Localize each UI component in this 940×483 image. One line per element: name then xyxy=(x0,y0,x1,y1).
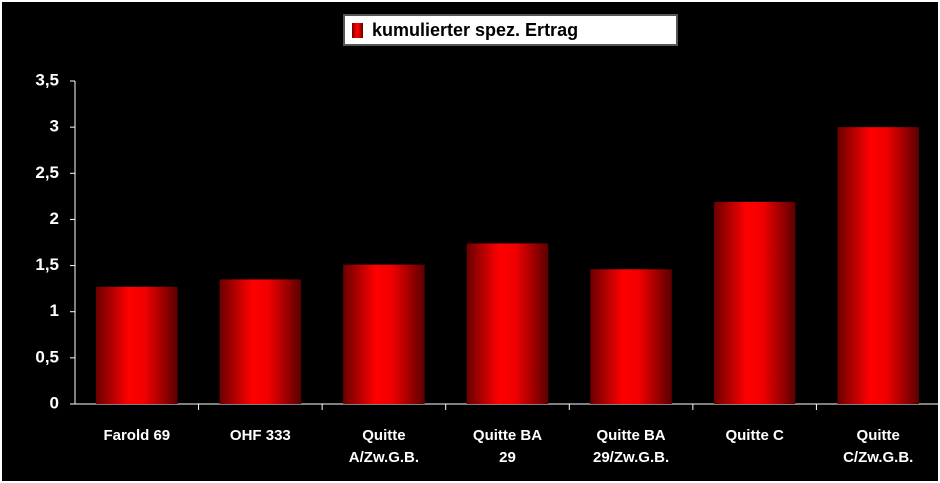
bar xyxy=(713,201,796,404)
x-tick-label: Quitte C xyxy=(725,427,784,444)
x-tick-label: Quitte BA 29 xyxy=(472,427,543,466)
y-tick-label: 2 xyxy=(50,209,59,228)
legend-swatch xyxy=(352,23,363,38)
x-tick-label: Farold 69 xyxy=(103,427,171,444)
y-tick-label: 1,5 xyxy=(35,255,59,274)
bar xyxy=(343,264,425,404)
x-tick-label: Quitte BA 29/Zw.G.B. xyxy=(592,427,670,466)
bar xyxy=(466,243,549,404)
y-tick-label: 2,5 xyxy=(35,163,59,182)
bar xyxy=(837,127,919,405)
y-tick-label: 1 xyxy=(50,301,59,320)
x-tick-label: Quitte A/Zw.G.B. xyxy=(348,427,420,466)
y-tick-label: 3,5 xyxy=(35,70,59,89)
x-tick-label: OHF 333 xyxy=(229,427,291,444)
y-tick-label: 0,5 xyxy=(35,347,59,366)
bar xyxy=(219,279,302,404)
x-tick-label: Quitte C/Zw.G.B. xyxy=(843,427,914,466)
bar xyxy=(590,269,672,404)
y-tick-label: 0 xyxy=(50,393,59,412)
y-tick-label: 3 xyxy=(50,117,59,136)
legend-label: kumulierter spez. Ertrag xyxy=(372,20,578,40)
bar xyxy=(96,286,178,404)
legend-box xyxy=(343,14,678,46)
